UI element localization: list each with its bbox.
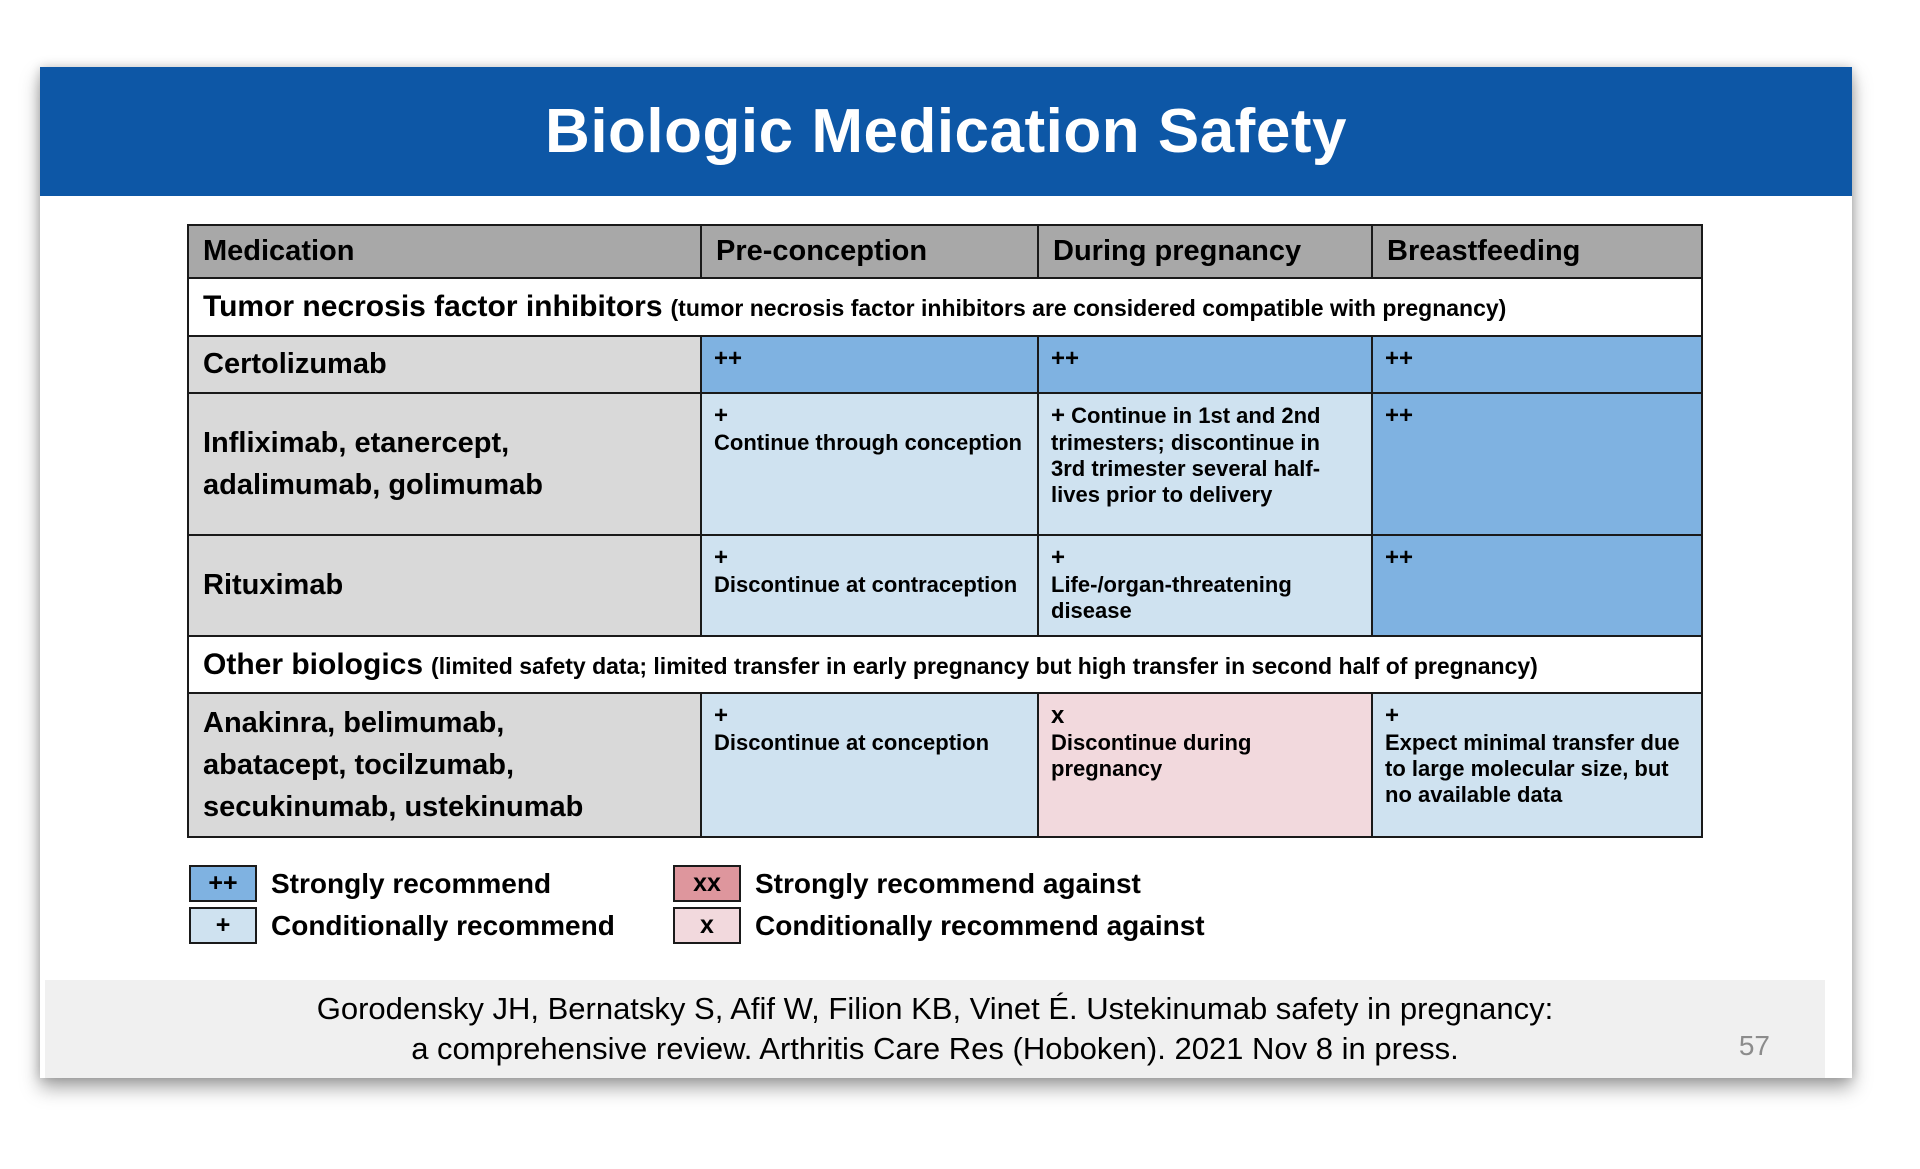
recommendation-symbol: ++ [1385,402,1414,429]
table-row-certolizumab: Certolizumab ++ ++ ++ [187,335,1703,394]
cell-certolizumab-breastfeeding: ++ [1371,335,1703,394]
safety-table-wrap: Medication Pre-conception During pregnan… [187,224,1703,838]
slide: Biologic Medication Safety Medication Pr… [40,67,1852,1078]
legend-item-conditionally-recommend: + Conditionally recommend [189,907,673,944]
citation-line-2: a comprehensive review. Arthritis Care R… [411,1031,1459,1066]
cell-rituximab-pregnancy: + Life-/organ-threatening disease [1037,534,1373,637]
title-banner: Biologic Medication Safety [40,67,1852,196]
table-row-rituximab: Rituximab + Discontinue at contraception… [187,534,1703,637]
recommendation-symbol: + [714,544,729,571]
cell-certolizumab-preconception: ++ [700,335,1039,394]
recommendation-symbol: + [1051,402,1066,429]
section-note-tnf: (tumor necrosis factor inhibitors are co… [670,295,1507,321]
cell-tnf-group-pregnancy: + Continue in 1st and 2nd trimesters; di… [1037,392,1373,536]
section-row-tnf: Tumor necrosis factor inhibitors (tumor n… [187,277,1703,337]
legend-label: Conditionally recommend against [755,909,1205,941]
medication-name-certolizumab: Certolizumab [187,335,702,394]
legend-symbol: x [700,911,714,939]
section-cell-tnf: Tumor necrosis factor inhibitors (tumor n… [187,277,1703,337]
recommendation-text: Discontinue during pregnancy [1051,730,1252,781]
legend-symbol: xx [693,869,721,897]
recommendation-symbol: ++ [1385,544,1414,571]
legend-row-conditional: + Conditionally recommend x Conditionall… [189,907,1205,944]
column-header-during-pregnancy: During pregnancy [1037,224,1373,279]
medication-name-tnf-group: Infliximab, etanercept, adalimumab, goli… [187,392,702,536]
legend-row-strong: ++ Strongly recommend xx Strongly recomm… [189,865,1205,902]
medication-name-rituximab: Rituximab [187,534,702,637]
legend-symbol: + [215,911,231,939]
table-row-other-group: Anakinra, belimumab, abatacept, tocilzum… [187,692,1703,838]
legend-label: Strongly recommend [271,867,552,899]
recommendation-symbol: + [1051,544,1066,571]
legend: ++ Strongly recommend xx Strongly recomm… [189,865,1205,949]
recommendation-text: Continue in 1st and 2nd trimesters; disc… [1051,403,1321,507]
legend-symbol: ++ [208,869,238,897]
page-number: 57 [1738,1030,1770,1061]
cell-tnf-group-preconception: + Continue through conception [700,392,1039,536]
table-row-tnf-group: Infliximab, etanercept, adalimumab, goli… [187,392,1703,536]
recommendation-symbol: + [1385,702,1400,729]
legend-label: Strongly recommend against [755,867,1141,899]
page-title: Biologic Medication Safety [545,97,1347,166]
medication-name-other-group: Anakinra, belimumab, abatacept, tocilzum… [187,692,702,838]
cell-rituximab-preconception: + Discontinue at contraception [700,534,1039,637]
cell-rituximab-breastfeeding: ++ [1371,534,1703,637]
recommendation-symbol: x [1051,702,1065,729]
recommendation-text: Life-/organ-threatening disease [1051,572,1292,623]
column-header-preconception: Pre-conception [700,224,1039,279]
safety-table: Medication Pre-conception During pregnan… [187,224,1703,838]
recommendation-symbol: ++ [714,345,743,372]
recommendation-symbol: ++ [1051,345,1080,372]
citation-footer: Gorodensky JH, Bernatsky S, Afif W, Fili… [45,980,1825,1078]
cell-other-group-preconception: + Discontinue at conception [700,692,1039,838]
header-row: Medication Pre-conception During pregnan… [187,224,1703,279]
recommendation-text: Continue through conception [714,430,1022,455]
recommendation-symbol: + [714,702,729,729]
legend-swatch-strongly-recommend: ++ [189,865,257,902]
legend-swatch-conditionally-recommend-against: x [673,907,741,944]
legend-swatch-strongly-recommend-against: xx [673,865,741,902]
cell-other-group-pregnancy: x Discontinue during pregnancy [1037,692,1373,838]
citation-line-1: Gorodensky JH, Bernatsky S, Afif W, Fili… [316,991,1554,1026]
recommendation-text: Discontinue at conception [714,730,990,755]
legend-item-strongly-recommend: ++ Strongly recommend [189,865,673,902]
recommendation-text: Discontinue at contraception [714,572,1018,597]
legend-swatch-conditionally-recommend: + [189,907,257,944]
cell-tnf-group-breastfeeding: ++ [1371,392,1703,536]
legend-label: Conditionally recommend [271,909,615,941]
column-header-breastfeeding: Breastfeeding [1371,224,1703,279]
legend-item-conditionally-recommend-against: x Conditionally recommend against [673,907,1205,944]
cell-other-group-breastfeeding: + Expect minimal transfer due to large m… [1371,692,1703,838]
legend-item-strongly-recommend-against: xx Strongly recommend against [673,865,1141,902]
recommendation-symbol: ++ [1385,345,1414,372]
section-note-other-biologics: (limited safety data; limited transfer i… [431,652,1538,679]
section-title-tnf: Tumor necrosis factor inhibitors [203,290,663,323]
column-header-medication: Medication [187,224,702,279]
recommendation-symbol: + [714,402,729,429]
recommendation-text: Expect minimal transfer due to large mol… [1385,730,1680,807]
section-row-other-biologics: Other biologics (limited safety data; lim… [187,635,1703,694]
cell-certolizumab-pregnancy: ++ [1037,335,1373,394]
section-cell-other-biologics: Other biologics (limited safety data; lim… [187,635,1703,694]
section-title-other-biologics: Other biologics [203,647,424,681]
